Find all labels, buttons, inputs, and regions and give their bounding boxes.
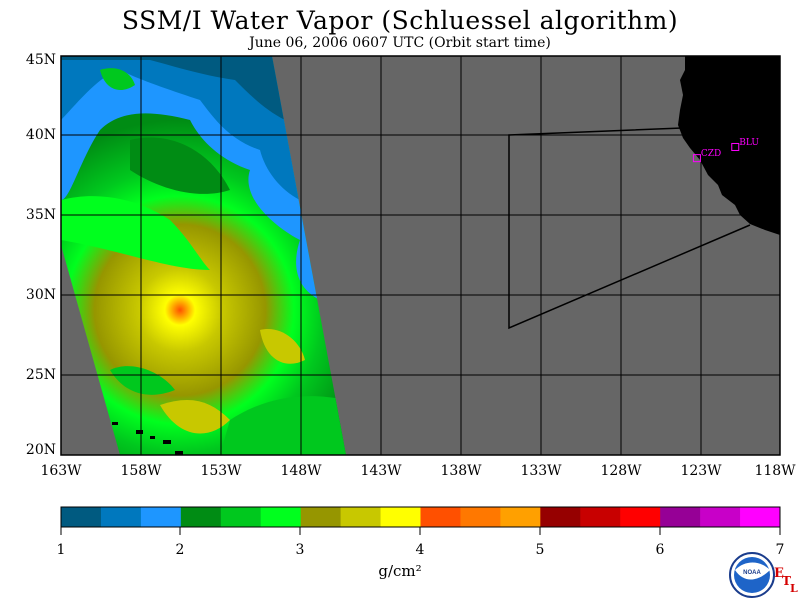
lon-label-163w: 163W: [40, 463, 82, 479]
colorbar-swatch: [140, 507, 182, 527]
colorbar-swatch: [740, 507, 781, 527]
lon-label-143w: 143W: [360, 463, 402, 479]
lon-label-138w: 138W: [440, 463, 482, 479]
colorbar-swatch: [620, 507, 661, 527]
flight-track: [508, 127, 751, 330]
hawaii-islands: [112, 422, 183, 455]
colorbar-swatch: [220, 507, 262, 527]
colorbar-tick-2: 2: [175, 542, 185, 558]
station-marker-blu: [731, 142, 740, 151]
stations-layer: CZD BLU: [692, 138, 759, 163]
colorbar-swatch: [700, 507, 741, 527]
lon-label-153w: 153W: [200, 463, 242, 479]
lon-label-118w: 118W: [754, 463, 796, 479]
etl-letter-e: E: [774, 566, 784, 581]
colorbar-swatch: [300, 507, 342, 527]
california-coast-land: [678, 56, 780, 235]
colorbar-swatch: [380, 507, 421, 527]
map-title: SSM/I Water Vapor (Schluessel algorithm): [121, 6, 679, 35]
noaa-logo-text: NOAA: [743, 570, 761, 576]
colorbar-tick-7: 7: [775, 542, 785, 558]
colorbar-swatch: [180, 507, 222, 527]
colorbar-swatch: [660, 507, 701, 527]
colorbar-swatch: [460, 507, 501, 527]
colorbar-tick-4: 4: [415, 542, 425, 558]
station-marker-czd: [692, 154, 701, 163]
colorbar-tick-1: 1: [56, 542, 66, 558]
lat-label-25n: 25N: [25, 367, 56, 383]
lon-label-158w: 158W: [120, 463, 162, 479]
colorbar-swatch: [580, 507, 621, 527]
station-label-czd: CZD: [701, 149, 721, 159]
etl-letter-t: T: [782, 574, 791, 588]
etl-letter-l: L: [790, 582, 798, 595]
colorbar-ticks: [60, 527, 781, 535]
lat-label-35n: 35N: [25, 207, 56, 223]
lon-label-123w: 123W: [680, 463, 722, 479]
colorbar-swatch: [540, 507, 581, 527]
lon-label-133w: 133W: [520, 463, 562, 479]
station-label-blu: BLU: [739, 138, 759, 148]
colorbar-tick-3: 3: [295, 542, 305, 558]
map-subtitle: June 06, 2006 0607 UTC (Orbit start time…: [249, 35, 551, 51]
colorbar-unit-label: g/cm²: [378, 562, 422, 580]
lat-label-45n: 45N: [25, 52, 56, 68]
colorbar: [60, 506, 781, 528]
lon-label-148w: 148W: [280, 463, 322, 479]
lon-label-128w: 128W: [600, 463, 642, 479]
lat-lon-grid: [61, 56, 780, 455]
colorbar-swatch: [340, 507, 382, 527]
colorbar-tick-5: 5: [535, 542, 545, 558]
colorbar-swatch: [61, 507, 102, 527]
lat-label-30n: 30N: [25, 287, 56, 303]
lat-label-20n: 20N: [25, 442, 56, 458]
lat-label-40n: 40N: [25, 127, 56, 143]
colorbar-swatch: [260, 507, 302, 527]
noaa-logo: NOAA: [729, 552, 775, 598]
map-frame: [60, 55, 781, 456]
colorbar-swatch: [420, 507, 461, 527]
colorbar-swatch: [500, 507, 541, 527]
colorbar-swatch: [100, 507, 142, 527]
colorbar-tick-6: 6: [655, 542, 665, 558]
